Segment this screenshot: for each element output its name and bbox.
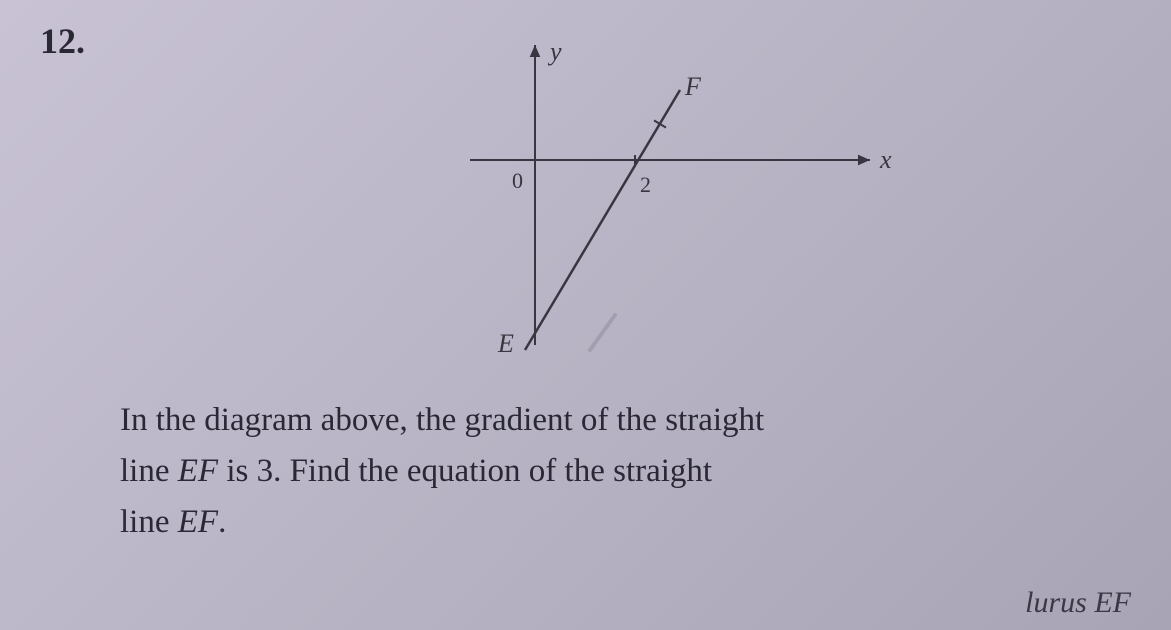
question-text: In the diagram above, the gradient of th… xyxy=(120,395,1151,548)
svg-text:E: E xyxy=(497,329,514,358)
var-ef-1: EF xyxy=(178,453,218,489)
svg-text:y: y xyxy=(547,37,562,66)
svg-text:0: 0 xyxy=(512,168,523,193)
text-line3-pre: line xyxy=(120,504,178,540)
question-number: 12. xyxy=(40,20,85,62)
text-line1: In the diagram above, the gradient of th… xyxy=(120,402,764,438)
var-ef-2: EF xyxy=(178,504,218,540)
svg-text:2: 2 xyxy=(640,172,651,197)
partial-cutoff-text: lurus EF xyxy=(1025,586,1131,620)
coordinate-diagram: x y 0 2 E F xyxy=(430,30,910,360)
svg-text:x: x xyxy=(879,145,892,174)
diagram-svg: x y 0 2 E F xyxy=(430,30,910,360)
text-line3-end: . xyxy=(218,504,226,540)
text-line2-pre: line xyxy=(120,453,178,489)
text-line2-mid: is 3. Find the equation of the straight xyxy=(218,453,712,489)
svg-text:F: F xyxy=(684,72,702,101)
